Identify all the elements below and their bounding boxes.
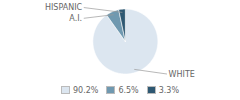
html-text:90.2%: 90.2% [73,85,99,95]
svg-text:HISPANIC: HISPANIC [45,3,83,12]
svg-text:A.I.: A.I. [69,14,82,23]
html-text:3.3%: 3.3% [158,85,179,95]
html-text:6.5%: 6.5% [118,85,139,95]
svg-text:WHITE: WHITE [169,70,195,79]
